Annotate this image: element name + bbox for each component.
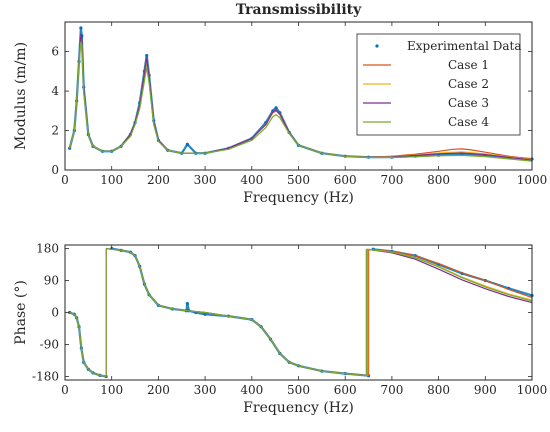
- legend-entry: Case 3: [448, 96, 489, 110]
- x-tick-label: 100: [100, 383, 123, 397]
- x-tick-label: 100: [100, 173, 123, 187]
- legend-entry: Experimental Data: [407, 39, 521, 53]
- x-tick-label: 500: [287, 383, 310, 397]
- x-tick-label: 0: [61, 383, 69, 397]
- y-axis-label: Modulus (m/m): [13, 42, 29, 150]
- x-tick-label: 700: [380, 383, 403, 397]
- series-line: [69, 247, 533, 378]
- x-tick-label: 300: [194, 383, 217, 397]
- x-tick-label: 800: [427, 383, 450, 397]
- y-tick-label: 2: [51, 124, 59, 138]
- x-tick-label: 700: [380, 173, 403, 187]
- y-tick-label: 4: [51, 84, 59, 98]
- legend: Experimental Data Case 1 Case 2 Case 3 Case …: [356, 33, 521, 136]
- modulus-plot: 0 100 200 300 400 500 600 700 800 900 1000 0 2 4 6 Freq…: [13, 2, 547, 206]
- x-tick-label: 900: [474, 173, 497, 187]
- chart-title: Transmissibility: [236, 2, 362, 18]
- x-tick-label: 400: [240, 383, 263, 397]
- phase-plot: 0 100 200 300 400 500 600 700 800 900 1000180900-9…: [13, 242, 547, 416]
- x-tick-label: 1000: [517, 173, 548, 187]
- series-case-4: [69, 248, 533, 377]
- x-tick-label: 900: [474, 383, 497, 397]
- x-tick-label: 200: [147, 383, 170, 397]
- x-tick-label: 400: [240, 173, 263, 187]
- legend-entry: Case 1: [448, 58, 489, 72]
- y-axis-label: Phase (°): [13, 280, 29, 345]
- x-axis-label: Frequency (Hz): [243, 190, 354, 206]
- x-tick-label: 600: [334, 383, 357, 397]
- x-tick-label: 200: [147, 173, 170, 187]
- x-tick-label: 0: [61, 173, 69, 187]
- legend-entry: Case 2: [448, 77, 489, 91]
- x-axis-label: Frequency (Hz): [243, 400, 354, 416]
- y-tick-label: 0: [51, 306, 59, 320]
- y-tick-label: 90: [44, 274, 59, 288]
- x-tick-label: 600: [334, 173, 357, 187]
- y-tick-label: 180: [36, 242, 59, 256]
- y-tick-label: -180: [32, 369, 59, 383]
- y-tick-label: 6: [51, 45, 59, 59]
- series-case-4: [69, 41, 533, 162]
- series-experimental-data: [68, 246, 534, 379]
- legend-marker: [375, 44, 379, 48]
- series-line: [69, 41, 533, 162]
- legend-entry: Case 4: [448, 115, 489, 129]
- x-tick-label: 800: [427, 173, 450, 187]
- y-tick-label: -90: [40, 337, 59, 351]
- x-tick-label: 500: [287, 173, 310, 187]
- axes-box: [64, 244, 533, 381]
- x-tick-label: 300: [194, 173, 217, 187]
- x-tick-label: 1000: [517, 383, 548, 397]
- series-line: [69, 248, 533, 377]
- y-tick-label: 0: [51, 163, 59, 177]
